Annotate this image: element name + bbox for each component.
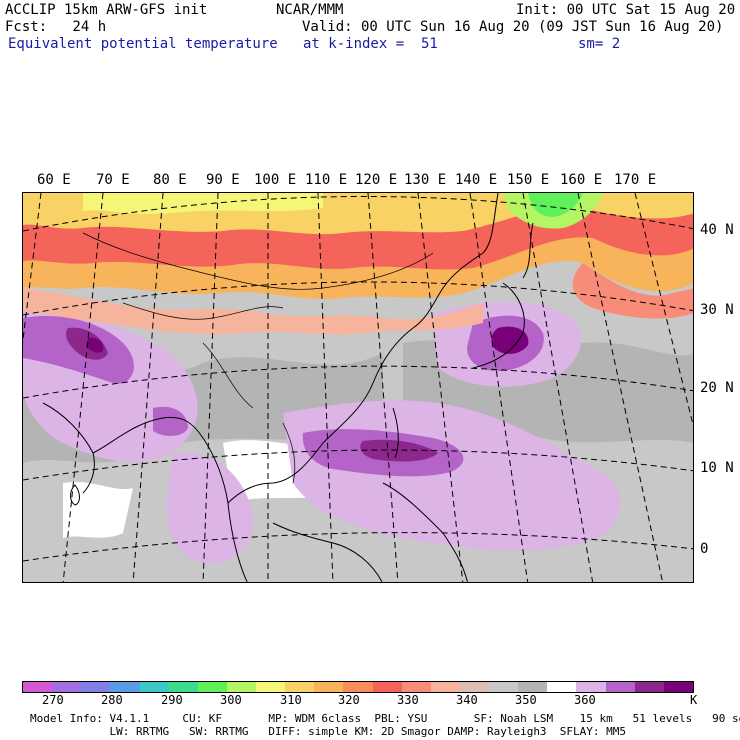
theta-e-field-map [23, 193, 693, 582]
lon-label: 60 E [37, 172, 71, 188]
colorbar-swatch [168, 682, 198, 692]
colorbar-swatch [226, 682, 256, 692]
colorbar-swatch [663, 682, 693, 692]
colorbar-swatch [139, 682, 169, 692]
colorbar-swatch [401, 682, 431, 692]
colorbar-tick-label: 280 [101, 693, 123, 707]
lon-label: 140 E [455, 172, 498, 188]
forecast-hour: Fcst: 24 h [5, 19, 107, 35]
init-time: Init: 00 UTC Sat 15 Aug 20 [516, 2, 736, 18]
colorbar-tick-label: 360 [574, 693, 596, 707]
model-title: ACCLIP 15km ARW-GFS init [5, 2, 208, 18]
colorbar-tick-label: 350 [515, 693, 537, 707]
lat-label: 10 N [700, 460, 734, 476]
colorbar-swatch [256, 682, 286, 692]
colorbar-swatch [81, 682, 111, 692]
colorbar-tick-label: 340 [456, 693, 478, 707]
colorbar-tick-label: 330 [397, 693, 419, 707]
lon-label: 80 E [153, 172, 187, 188]
lat-label: 20 N [700, 380, 734, 396]
lat-label: 30 N [700, 302, 734, 318]
colorbar-tick-label: 290 [161, 693, 183, 707]
colorbar-swatch [605, 682, 635, 692]
colorbar [22, 681, 694, 693]
lon-label: 160 E [560, 172, 603, 188]
colorbar-swatch [518, 682, 548, 692]
lon-label: 170 E [614, 172, 657, 188]
lat-label: 40 N [700, 222, 734, 238]
colorbar-tick-label: 300 [220, 693, 242, 707]
lon-label: 110 E [305, 172, 348, 188]
colorbar-swatch [430, 682, 460, 692]
colorbar-swatch [634, 682, 664, 692]
valid-time: Valid: 00 UTC Sun 16 Aug 20 (09 JST Sun … [302, 19, 724, 35]
colorbar-swatch [576, 682, 606, 692]
map-panel [22, 192, 694, 583]
colorbar-swatch [23, 682, 53, 692]
model-info-line-1: Model Info: V4.1.1 CU: KF MP: WDM 6class… [30, 712, 740, 725]
colorbar-tick-label: 270 [42, 693, 64, 707]
lon-label: 120 E [355, 172, 398, 188]
lat-label: 0 [700, 541, 709, 557]
lon-label: 100 E [254, 172, 297, 188]
colorbar-tick-label: 320 [338, 693, 360, 707]
model-info-line-2: LW: RRTMG SW: RRTMG DIFF: simple KM: 2D … [30, 725, 627, 738]
colorbar-swatch [489, 682, 519, 692]
colorbar-swatch [285, 682, 315, 692]
lon-label: 90 E [206, 172, 240, 188]
smoothing-label: sm= 2 [578, 36, 621, 52]
colorbar-swatch [547, 682, 577, 692]
lon-label: 130 E [404, 172, 447, 188]
colorbar-swatch [314, 682, 344, 692]
lon-label: 150 E [507, 172, 550, 188]
colorbar-swatch [372, 682, 402, 692]
field-name: Equivalent potential temperature [8, 36, 278, 52]
organization-label: NCAR/MMM [276, 2, 344, 18]
colorbar-swatch [197, 682, 227, 692]
lon-label: 70 E [96, 172, 130, 188]
colorbar-swatch [343, 682, 373, 692]
colorbar-unit: K [690, 693, 698, 707]
colorbar-swatch [110, 682, 140, 692]
colorbar-tick-label: 310 [280, 693, 302, 707]
level-label: at k-index = 51 [303, 36, 438, 52]
colorbar-swatch [459, 682, 489, 692]
colorbar-swatch [52, 682, 82, 692]
